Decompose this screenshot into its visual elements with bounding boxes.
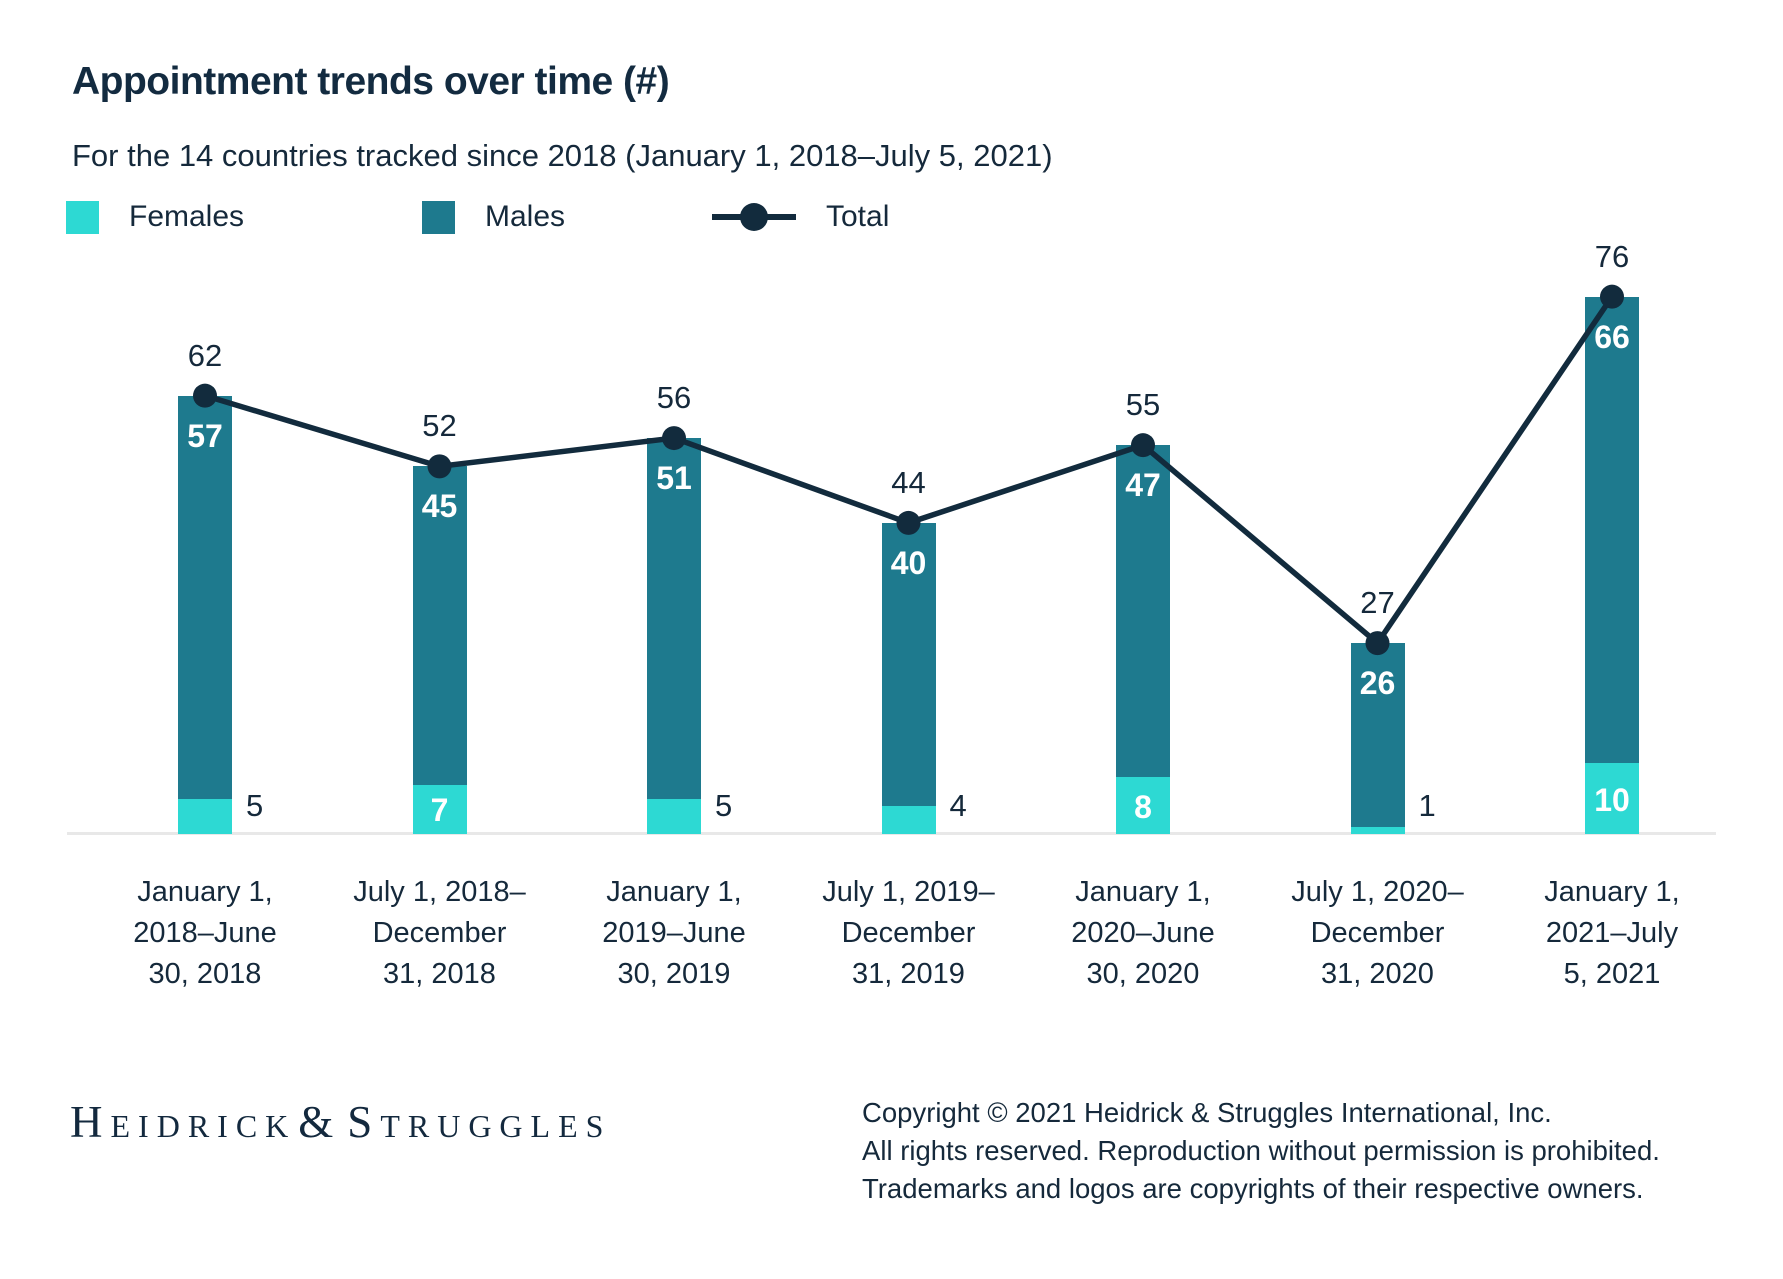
- company-logo: HEIDRICK& STRUGGLES: [70, 1096, 611, 1148]
- males-value-label: 45: [421, 488, 458, 525]
- males-value-label: 51: [656, 460, 692, 497]
- females-value-label: 10: [1594, 781, 1630, 818]
- females-value-label: 7: [430, 792, 449, 829]
- bar-segment-females: [1350, 826, 1405, 834]
- total-point: [1600, 284, 1624, 309]
- legend-item-total: Total: [712, 199, 889, 235]
- total-point: [427, 454, 452, 479]
- total-value-label: 44: [891, 464, 926, 500]
- total-point: [896, 510, 921, 535]
- logo-text: TRUGGLES: [380, 1108, 612, 1144]
- x-axis-category-label: January 1, 2019–June 30, 2019: [602, 876, 746, 990]
- females-value-label: 5: [246, 788, 264, 823]
- bar-segment-males: [1116, 445, 1170, 778]
- total-value-label: 55: [1125, 387, 1161, 423]
- legend-item-males: Males: [422, 199, 565, 235]
- x-axis-category-label: January 1, 2020–June 30, 2020: [1071, 876, 1215, 990]
- total-value-label: 62: [187, 337, 223, 373]
- bar-segment-females: [412, 784, 467, 834]
- males-value-label: 47: [1125, 467, 1161, 504]
- x-axis-category-label: July 1, 2018– December 31, 2018: [353, 876, 526, 990]
- bar-segment-females: [1585, 763, 1639, 834]
- bar-segment-females: [178, 798, 232, 834]
- bar-segment-males: [178, 395, 232, 799]
- logo-text: S: [347, 1097, 381, 1147]
- total-point: [193, 383, 217, 408]
- x-axis-category-label: January 1, 2018–June 30, 2018: [133, 876, 277, 990]
- males-value-label: 66: [1594, 318, 1630, 355]
- bar-segment-males: [412, 466, 467, 785]
- females-value-label: 4: [949, 788, 967, 823]
- males-value-label: 26: [1359, 665, 1396, 702]
- females-value-label: 1: [1418, 788, 1436, 823]
- females-value-label: 8: [1134, 788, 1152, 825]
- males-value-label: 57: [187, 417, 223, 454]
- copyright-line: All rights reserved. Reproduction withou…: [862, 1135, 1660, 1166]
- x-axis-category-label: January 1, 2021–July 5, 2021: [1544, 876, 1680, 990]
- total-line-marker-icon: [712, 199, 796, 235]
- total-value-label: 27: [1360, 585, 1395, 621]
- bar-segment-females: [1116, 777, 1170, 834]
- bar-segment-females: [881, 805, 936, 834]
- total-point: [662, 426, 686, 451]
- bar-segment-males: [1585, 296, 1639, 764]
- legend-item-females: Females: [66, 199, 244, 235]
- chart-subtitle: For the 14 countries tracked since 2018 …: [72, 138, 1053, 173]
- logo-text: EIDRICK: [110, 1108, 297, 1144]
- males-value-label: 40: [890, 544, 927, 581]
- copyright-text: Copyright © 2021 Heidrick & Struggles In…: [862, 1094, 1660, 1208]
- total-point: [1365, 631, 1390, 656]
- bar-segment-males: [881, 522, 936, 806]
- copyright-line: Copyright © 2021 Heidrick & Struggles In…: [862, 1097, 1552, 1128]
- males-swatch-icon: [422, 200, 455, 234]
- total-value-label: 52: [422, 408, 457, 444]
- bar-segment-males: [647, 438, 701, 799]
- bar-segment-females: [647, 798, 701, 834]
- total-line-path: [204, 295, 1615, 648]
- bar-segment-males: [1350, 643, 1405, 827]
- legend-label-males: Males: [485, 200, 566, 233]
- legend-label-females: Females: [129, 200, 245, 233]
- total-value-label: 76: [1594, 238, 1630, 274]
- logo-ampersand: &: [298, 1097, 342, 1147]
- total-point: [1131, 433, 1155, 458]
- logo-text: H: [70, 1097, 111, 1147]
- females-swatch-icon: [66, 200, 99, 234]
- females-value-label: 5: [715, 788, 733, 823]
- chart-title: Appointment trends over time (#): [72, 60, 670, 103]
- copyright-line: Trademarks and logos are copyrights of t…: [862, 1173, 1644, 1204]
- total-value-label: 56: [656, 380, 692, 416]
- x-axis-category-label: July 1, 2019– December 31, 2019: [822, 876, 995, 990]
- x-axis-category-label: July 1, 2020– December 31, 2020: [1291, 876, 1464, 990]
- legend-label-total: Total: [826, 200, 890, 233]
